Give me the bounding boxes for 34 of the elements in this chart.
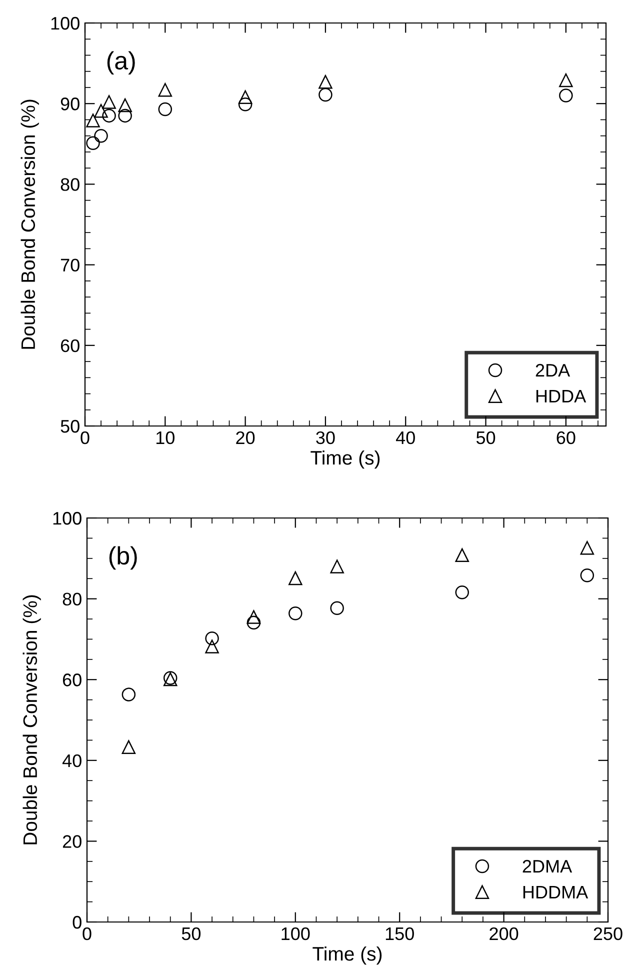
x-tick-label: 30 — [316, 431, 335, 444]
x-tick-label: 50 — [182, 927, 201, 940]
y-tick-label: 40 — [62, 754, 82, 768]
legend-label: 2DMA — [522, 860, 572, 873]
x-tick-label: 200 — [490, 927, 518, 940]
x-tick-label: 100 — [282, 927, 310, 940]
legend-label: 2DA — [536, 364, 570, 377]
x-tick-label: 50 — [476, 431, 496, 444]
y-tick-label: 100 — [53, 512, 82, 525]
y-tick-label: 60 — [60, 339, 80, 352]
x-tick-label: 40 — [396, 431, 415, 444]
y-tick-label: 90 — [60, 98, 80, 110]
y-tick-label: 80 — [60, 178, 80, 191]
x-axis-title: Time (s) — [312, 946, 382, 965]
y-tick-label: 80 — [62, 592, 82, 606]
x-tick-label: 10 — [156, 431, 174, 444]
x-tick-label: 250 — [594, 927, 622, 940]
y-tick-label: 0 — [72, 916, 82, 929]
annotation: (b) — [109, 546, 137, 570]
legend-label: HDDA — [536, 390, 586, 402]
y-tick-label: 60 — [62, 674, 82, 686]
y-tick-label: 20 — [62, 835, 82, 848]
annotation: (a) — [107, 51, 135, 75]
y-axis-title: Double Bond Conversion (%) — [20, 100, 39, 349]
y-tick-label: 50 — [60, 420, 80, 433]
legend-label: HDDMA — [523, 886, 588, 898]
x-tick-label: 60 — [556, 431, 576, 444]
x-tick-label: 20 — [236, 431, 255, 444]
y-tick-label: 70 — [60, 258, 80, 272]
y-tick-label: 100 — [51, 16, 80, 30]
x-tick-label: 0 — [82, 927, 92, 940]
y-axis-title: Double Bond Conversion (%) — [22, 595, 41, 844]
x-axis-title: Time (s) — [310, 450, 380, 469]
x-tick-label: 150 — [386, 927, 414, 940]
